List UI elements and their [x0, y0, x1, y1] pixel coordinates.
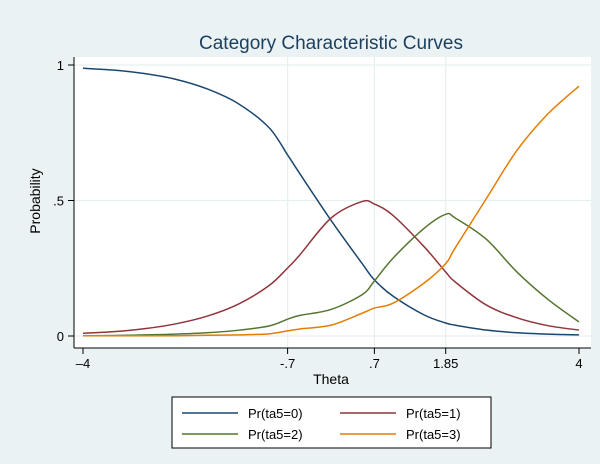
- y-tick-label-0: 0: [57, 329, 64, 344]
- series-line-3: [83, 85, 580, 337]
- legend: Pr(ta5=0) Pr(ta5=1) Pr(ta5=2) Pr(ta5=3): [171, 396, 492, 449]
- series-line-1: [82, 199, 580, 335]
- legend-label-3: Pr(ta5=3): [406, 427, 461, 442]
- y-axis-label: Probability: [27, 168, 43, 233]
- plot-area: [74, 57, 591, 348]
- series-line-2: [82, 212, 580, 337]
- legend-label-1: Pr(ta5=1): [406, 406, 461, 421]
- legend-label-0: Pr(ta5=0): [248, 406, 303, 421]
- x-tick-label-3: 1.85: [433, 356, 458, 371]
- curves: [82, 67, 580, 337]
- x-tick-label-2: .7: [369, 356, 380, 371]
- chart-title: Category Characteristic Curves: [199, 33, 463, 54]
- x-tick-label-0: –4: [76, 356, 90, 371]
- y-tick-label-2: 1: [57, 58, 64, 73]
- y-tick-label-1: .5: [53, 194, 64, 209]
- legend-label-2: Pr(ta5=2): [248, 427, 303, 442]
- axes: 0 .5 1 –4 -.7 .7 1.85 4: [53, 57, 591, 371]
- x-axis-label: Theta: [313, 371, 349, 387]
- x-tick-label-1: -.7: [280, 356, 295, 371]
- x-tick-label-4: 4: [575, 356, 582, 371]
- legend-box: [171, 396, 492, 449]
- series-line-0: [82, 67, 580, 336]
